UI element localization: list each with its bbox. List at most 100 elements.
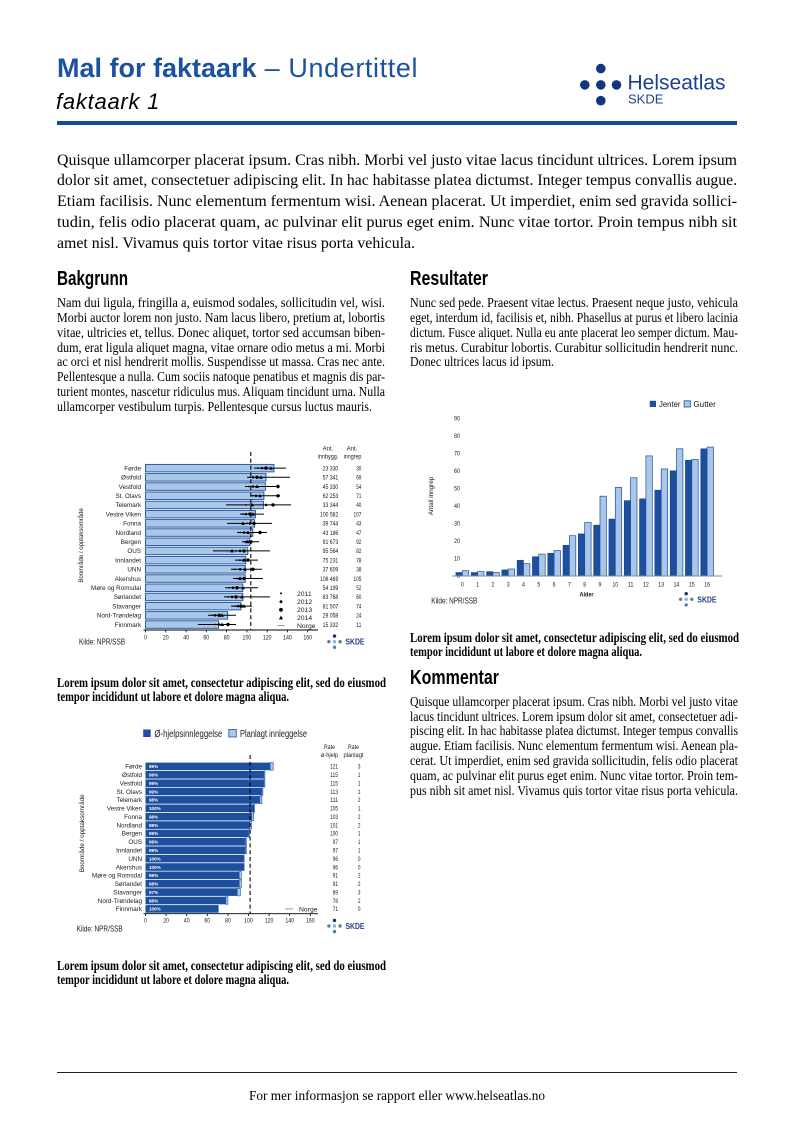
svg-text:100%: 100%	[149, 856, 161, 861]
svg-text:97: 97	[333, 848, 339, 855]
svg-text:1: 1	[358, 839, 361, 846]
svg-text:47: 47	[356, 530, 362, 537]
svg-text:Nordland: Nordland	[116, 822, 142, 829]
svg-text:1: 1	[358, 806, 361, 813]
svg-text:38: 38	[356, 567, 362, 574]
svg-text:60: 60	[356, 594, 362, 601]
svg-text:2: 2	[358, 822, 361, 829]
svg-text:103: 103	[330, 814, 338, 821]
svg-text:SKDE: SKDE	[346, 922, 365, 931]
svg-text:1: 1	[358, 789, 361, 796]
svg-text:3: 3	[507, 582, 510, 589]
svg-text:97%: 97%	[149, 890, 158, 895]
svg-text:3: 3	[358, 764, 361, 771]
svg-text:Møre og Romsdal: Møre og Romsdal	[92, 873, 142, 880]
svg-text:40: 40	[183, 634, 189, 641]
svg-text:60: 60	[454, 468, 460, 475]
svg-text:innbygg.: innbygg.	[318, 454, 339, 461]
svg-text:99%: 99%	[149, 848, 158, 853]
svg-text:33 344: 33 344	[323, 502, 339, 509]
svg-text:Østfold: Østfold	[122, 772, 142, 779]
svg-text:Stavanger: Stavanger	[113, 889, 142, 896]
svg-text:13: 13	[658, 582, 664, 589]
svg-text:29 058: 29 058	[323, 613, 339, 620]
svg-text:Ø-hjelpsinnleggelse: Ø-hjelpsinnleggelse	[155, 729, 223, 740]
svg-text:160: 160	[306, 918, 315, 925]
svg-text:Vestfold: Vestfold	[119, 484, 142, 491]
svg-text:Norge: Norge	[297, 623, 316, 630]
svg-text:52: 52	[356, 585, 362, 592]
svg-text:30: 30	[454, 521, 460, 528]
svg-text:43: 43	[356, 521, 362, 528]
svg-text:96: 96	[333, 864, 339, 871]
svg-text:97: 97	[333, 839, 339, 846]
svg-text:Ant.: Ant.	[347, 446, 358, 453]
svg-text:37 609: 37 609	[323, 567, 339, 574]
svg-text:78: 78	[356, 557, 362, 564]
svg-text:Bergen: Bergen	[121, 539, 142, 546]
svg-text:Antall inngrep: Antall inngrep	[428, 476, 435, 515]
svg-text:80: 80	[454, 433, 460, 440]
svg-text:2: 2	[358, 797, 361, 804]
svg-text:80: 80	[225, 918, 231, 925]
svg-text:2: 2	[358, 873, 361, 880]
svg-text:0: 0	[144, 918, 147, 925]
svg-text:82: 82	[356, 548, 362, 555]
svg-text:OUS: OUS	[128, 839, 142, 846]
svg-text:23 330: 23 330	[323, 465, 339, 472]
svg-text:98%: 98%	[149, 798, 158, 803]
svg-text:15 332: 15 332	[323, 622, 339, 629]
svg-text:St. Olavs: St. Olavs	[115, 493, 141, 500]
svg-text:0: 0	[457, 573, 460, 580]
svg-text:Førde: Førde	[125, 764, 142, 771]
svg-text:0: 0	[358, 906, 361, 913]
svg-text:20: 20	[163, 918, 169, 925]
svg-text:99%: 99%	[149, 773, 158, 778]
svg-text:43 186: 43 186	[323, 530, 339, 537]
svg-text:99%: 99%	[149, 789, 158, 794]
svg-text:62 253: 62 253	[323, 493, 339, 500]
svg-text:20: 20	[454, 538, 460, 545]
svg-text:98%: 98%	[149, 873, 158, 878]
svg-text:14: 14	[674, 582, 680, 589]
svg-text:Boområde / opptaksområde: Boområde / opptaksområde	[78, 794, 86, 872]
svg-text:40: 40	[356, 502, 362, 509]
svg-text:60: 60	[203, 634, 209, 641]
svg-text:15: 15	[689, 582, 695, 589]
svg-text:planlagt: planlagt	[344, 752, 364, 759]
svg-text:10: 10	[454, 556, 460, 563]
svg-text:Alder: Alder	[580, 592, 594, 599]
svg-text:39 744: 39 744	[323, 521, 339, 528]
svg-text:100: 100	[330, 831, 338, 838]
svg-text:Vestre Viken: Vestre Viken	[107, 806, 143, 813]
svg-text:100%: 100%	[149, 806, 161, 811]
svg-text:SKDE: SKDE	[628, 92, 664, 107]
svg-text:89: 89	[333, 889, 339, 896]
svg-text:98%: 98%	[149, 815, 158, 820]
svg-text:4: 4	[522, 582, 525, 589]
svg-text:Fonna: Fonna	[124, 814, 142, 821]
svg-text:Nord-Trøndelag: Nord-Trøndelag	[98, 898, 143, 905]
svg-text:90: 90	[454, 415, 460, 422]
svg-text:3: 3	[358, 889, 361, 896]
svg-text:SKDE: SKDE	[346, 638, 365, 647]
svg-text:Innlandet: Innlandet	[115, 557, 141, 564]
svg-text:16: 16	[704, 582, 710, 589]
svg-text:54: 54	[356, 484, 362, 491]
svg-text:40: 40	[184, 918, 190, 925]
svg-text:108 469: 108 469	[320, 576, 339, 583]
svg-text:10: 10	[612, 582, 618, 589]
svg-text:Fonna: Fonna	[123, 521, 141, 528]
svg-text:2: 2	[358, 881, 361, 888]
svg-text:95 564: 95 564	[323, 548, 339, 555]
svg-text:100 582: 100 582	[320, 511, 339, 518]
svg-text:Telemark: Telemark	[115, 502, 141, 509]
svg-text:11: 11	[628, 582, 634, 589]
svg-text:30: 30	[356, 465, 362, 472]
svg-text:ø-hjelp: ø-hjelp	[321, 752, 338, 759]
svg-text:2: 2	[358, 898, 361, 905]
svg-text:121: 121	[330, 764, 338, 771]
svg-text:83 768: 83 768	[323, 594, 339, 601]
svg-text:9: 9	[599, 582, 602, 589]
svg-text:Akershus: Akershus	[115, 576, 141, 583]
